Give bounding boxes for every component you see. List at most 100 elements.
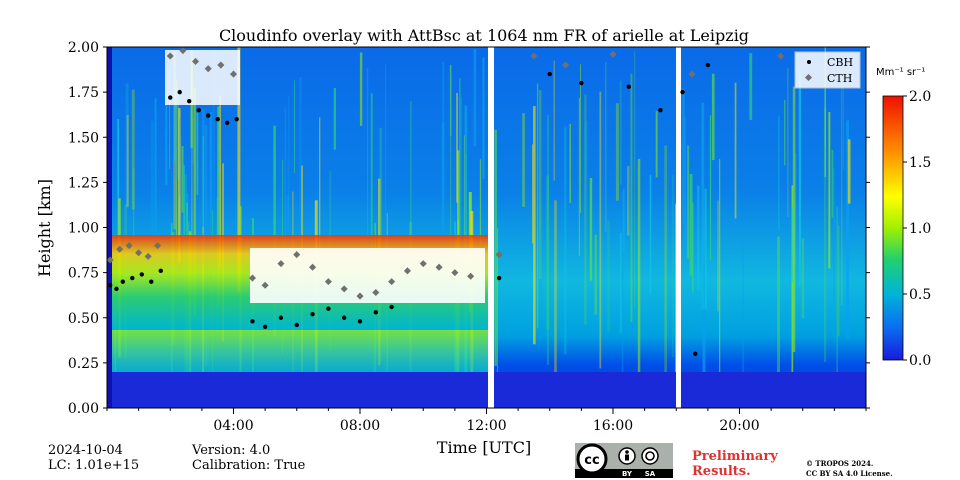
heatmap-streak [823, 107, 827, 362]
heatmap-streak [131, 89, 135, 210]
legend: CBH CTH [794, 51, 861, 89]
cth-point [135, 249, 143, 257]
heatmap-streak [179, 117, 181, 196]
heatmap-streak [649, 174, 652, 294]
heatmap-streak [704, 188, 707, 310]
heatmap-streak [702, 230, 706, 408]
heatmap-streak [846, 120, 849, 340]
heatmap-streak [637, 159, 641, 373]
heatmap-area [107, 47, 866, 408]
heatmap-streak [711, 73, 715, 161]
heatmap-streak [584, 121, 588, 247]
cbh-point [114, 286, 119, 292]
cth-point [107, 256, 114, 264]
cth-point [204, 65, 212, 73]
cth-point [530, 52, 538, 60]
colorbar-ticks: 0.0 0.5 1.0 1.5 2.0 [903, 89, 931, 369]
heatmap-streak [284, 106, 286, 341]
heatmap-streak [196, 112, 199, 195]
heatmap-streak [125, 83, 129, 209]
heatmap-streak [801, 238, 805, 319]
heatmap-streak [449, 65, 452, 136]
surface-band [107, 372, 866, 408]
heatmap-streak [836, 206, 838, 408]
cc-by-sa-badge: cc BY SA [575, 443, 673, 478]
y-tick-label: 0.50 [68, 311, 99, 327]
cbh-point [357, 319, 363, 324]
heatmap-streak [479, 159, 482, 245]
heatmap-streak [442, 62, 445, 337]
heatmap-streak [132, 168, 135, 260]
heatmap-streak [319, 117, 321, 249]
data-gap-noon [488, 47, 494, 408]
cbh-point [262, 324, 268, 329]
cbh-points [107, 62, 711, 357]
cbh-point [693, 351, 698, 357]
x-tick-label: 16:00 [593, 418, 633, 434]
heatmap-streak [580, 64, 581, 213]
y-tick-label: 1.50 [68, 130, 99, 146]
heatmap-streak [150, 120, 154, 284]
heatmap-streak [831, 149, 834, 218]
heatmap-streak [379, 127, 383, 333]
cbh-point [626, 84, 632, 89]
y-tick-label: 1.75 [68, 85, 99, 101]
heatmap-streak [791, 185, 794, 408]
low-aerosol-band [112, 330, 488, 375]
cth-point [467, 272, 475, 280]
heatmap-streak [684, 117, 686, 242]
cth-point [248, 274, 257, 282]
heatmap-streak [209, 112, 212, 284]
heatmap-streak [584, 94, 587, 325]
cbh-point [120, 279, 126, 284]
heatmap-streak [847, 139, 851, 204]
cbh-point [177, 89, 182, 95]
heatmap-streak [749, 53, 753, 120]
heatmap-streak [522, 113, 525, 207]
x-tick-label: 12:00 [466, 418, 506, 434]
cth-point [309, 263, 317, 271]
heatmap-streak [183, 164, 185, 297]
y-axis-label: Height [km] [35, 179, 54, 277]
y-tick-label: 0.75 [68, 266, 99, 282]
heatmap-streak [623, 188, 625, 252]
cbh-point [547, 71, 552, 77]
x-axis-ticks: 04:00 08:00 12:00 16:00 20:00 [106, 408, 867, 434]
cbh-point [278, 315, 284, 320]
footer-version: Version: 4.0 [192, 443, 271, 458]
heatmap-streak [682, 88, 685, 225]
heatmap-streak [176, 89, 179, 179]
heatmap-streak [175, 79, 178, 247]
cbh-point [705, 62, 711, 68]
cth-point [419, 260, 427, 268]
heatmap-streak [784, 99, 786, 166]
heatmap-streak [798, 70, 802, 287]
y-axis-ticks: 0.00 0.25 0.50 0.75 1.00 1.25 1.50 1.75 2.00 [68, 40, 870, 417]
cbh-point [149, 279, 154, 284]
saturated-cloud-layer [250, 248, 485, 303]
heatmap-streak [385, 63, 387, 217]
heatmap-streak [828, 112, 831, 269]
heatmap-streak [181, 146, 184, 213]
heatmap-streak [441, 122, 445, 302]
heatmap-streak [687, 145, 690, 259]
colorbar-unit: Mm⁻¹ sr⁻¹ [876, 67, 925, 78]
heatmap-streak [237, 47, 241, 293]
heatmap-streak [370, 93, 373, 315]
heatmap-streak [180, 136, 182, 281]
cbh-point [373, 310, 379, 315]
cth-point [372, 288, 380, 297]
footer-calibration: Calibration: True [192, 458, 306, 473]
cbh-point [196, 107, 201, 113]
cth-point [261, 281, 269, 289]
heatmap-streak [607, 220, 610, 332]
heatmap-streak [630, 73, 633, 323]
y-tick-label: 0.00 [68, 401, 99, 417]
colorbar-tick-label: 0.5 [909, 287, 931, 303]
heatmap-streak [675, 203, 677, 374]
cbh-point [326, 306, 331, 311]
sa-label: SA [645, 470, 656, 478]
heatmap-streak [672, 175, 674, 358]
heatmap-streak [824, 47, 826, 177]
